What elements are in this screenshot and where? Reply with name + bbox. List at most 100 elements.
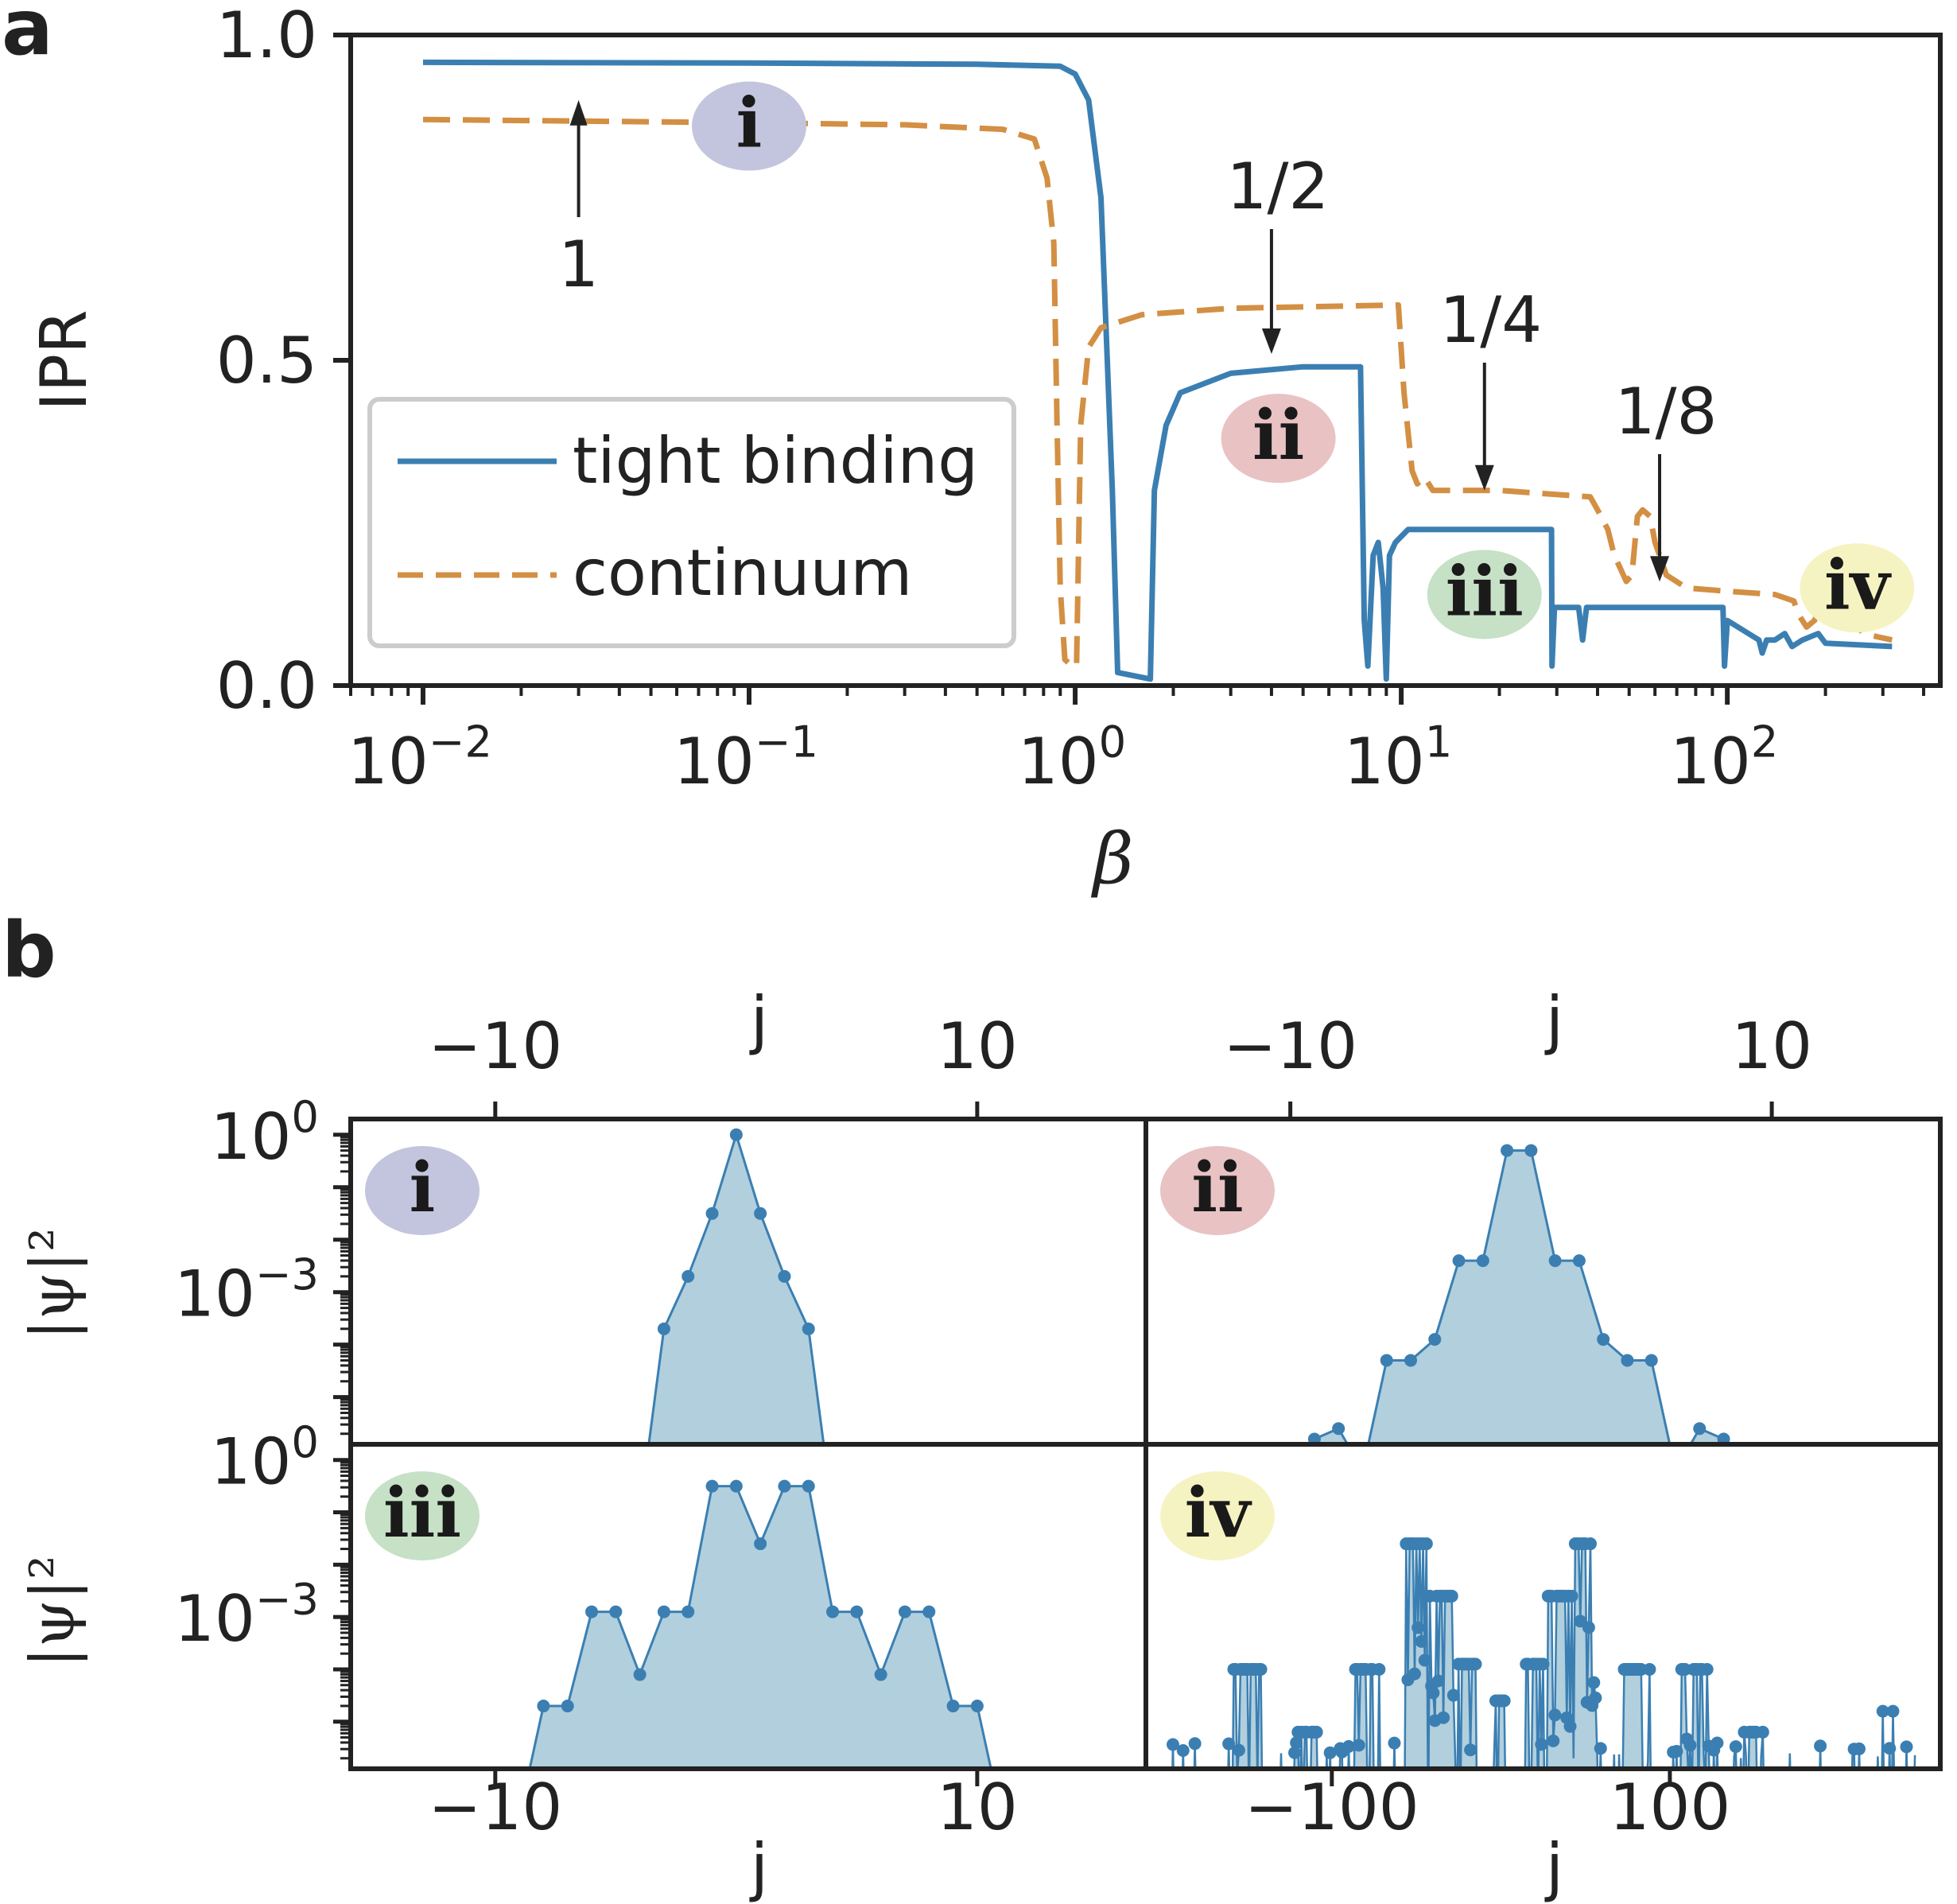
badge-bg — [365, 1146, 480, 1235]
annotation-arrow: 1/4 — [1439, 283, 1542, 491]
data-point — [1584, 1537, 1598, 1551]
data-point — [1307, 1432, 1321, 1444]
data-point — [1388, 1736, 1401, 1750]
x-tick-label-0: 10−2 — [348, 717, 492, 799]
data-point — [657, 1322, 670, 1335]
x-top-tick-label: −10 — [1223, 1009, 1357, 1083]
chart-b-ii-top-xlabel: j — [1544, 983, 1563, 1057]
x-tick-label-1: 10−1 — [674, 717, 818, 799]
legend-label-tight-binding: tight binding — [573, 424, 978, 498]
badge-bg — [1800, 543, 1915, 633]
data-point — [826, 1605, 840, 1618]
data-point — [537, 1700, 550, 1713]
data-point — [970, 1700, 984, 1713]
arrow-head — [1474, 464, 1494, 491]
data-point — [1476, 1254, 1489, 1268]
chart-b-i-top-xlabel: j — [749, 983, 768, 1057]
x-tick-label-0-base: 10 — [348, 725, 429, 799]
x-tick-label-3: 101 — [1344, 717, 1452, 799]
x-tick-label-2-exp: 0 — [1099, 717, 1127, 767]
data-point — [1408, 1667, 1421, 1681]
badge-bg — [692, 81, 807, 171]
arrow-head — [569, 99, 588, 126]
data-point — [1852, 1742, 1866, 1755]
data-point — [1352, 1739, 1365, 1752]
data-point — [1431, 1674, 1445, 1688]
data-point — [1756, 1725, 1769, 1739]
legend-label-continuum: continuum — [573, 536, 912, 610]
data-point — [729, 1479, 743, 1493]
data-point — [1232, 1743, 1245, 1757]
data-point — [585, 1605, 599, 1618]
data-point — [1883, 1742, 1897, 1755]
y-tick-label-exp: 0 — [291, 1092, 319, 1142]
data-point — [1597, 1333, 1610, 1346]
data-point — [874, 1668, 887, 1681]
data-point — [1710, 1736, 1724, 1750]
data-point — [1814, 1739, 1827, 1753]
data-point — [802, 1322, 815, 1335]
badge-text: iii — [1446, 551, 1524, 631]
data-point — [1900, 1740, 1913, 1754]
y-tick-label-1: 0.5 — [216, 324, 317, 398]
data-point — [1536, 1657, 1550, 1671]
x-tick-label-4: 102 — [1670, 717, 1778, 799]
x-tick-label: 100 — [1609, 1770, 1731, 1844]
data-point — [729, 1128, 743, 1141]
data-point — [754, 1207, 767, 1220]
y-tick-label: 100 — [211, 1092, 319, 1174]
chart-b-iii-xlabel: j — [749, 1830, 768, 1904]
chart-b-iv-xlabel: j — [1544, 1830, 1563, 1904]
badge-ii: ii — [1160, 1146, 1275, 1235]
data-point — [609, 1605, 623, 1618]
data-point — [1342, 1739, 1356, 1753]
arrow-head — [1261, 328, 1281, 354]
badge-iii: iii — [1427, 550, 1542, 639]
data-point — [1524, 1144, 1538, 1157]
data-point — [1188, 1737, 1202, 1751]
chart-b-i-ylabel: |ψ|² — [17, 1227, 87, 1339]
data-point — [705, 1207, 719, 1220]
data-point — [1167, 1738, 1180, 1751]
data-point — [1572, 1254, 1586, 1268]
x-top-tick-label: −10 — [428, 1009, 562, 1083]
data-point — [1547, 1734, 1560, 1747]
subplot-data — [1307, 1144, 1730, 1444]
data-point — [1693, 1422, 1707, 1436]
data-point — [1288, 1746, 1302, 1759]
data-point — [1323, 1746, 1337, 1759]
badge-text: i — [736, 84, 763, 164]
chart-a-legend: tight binding continuum — [367, 397, 1016, 648]
data-point — [1176, 1743, 1190, 1757]
data-point — [681, 1605, 695, 1618]
chart-b-iii-ylabel: |ψ|² — [17, 1555, 87, 1667]
data-point — [1445, 1589, 1458, 1603]
data-point — [1446, 1688, 1460, 1702]
data-point — [1886, 1704, 1900, 1718]
data-point — [1670, 1744, 1683, 1758]
y-tick-label: 10−3 — [174, 1575, 319, 1657]
subplot-b-iv: −100 100 iv — [1144, 1442, 1943, 1844]
data-point — [1729, 1740, 1742, 1754]
data-point — [1548, 1708, 1562, 1722]
ylabel-text-bottom: |ψ|² — [17, 1555, 87, 1667]
badge-bg — [1160, 1146, 1275, 1235]
data-point — [1497, 1694, 1511, 1708]
data-point — [1419, 1537, 1433, 1551]
subplot-frame — [1144, 1442, 1943, 1771]
x-tick-label-2: 100 — [1018, 717, 1126, 799]
annotation-arrow: 1/2 — [1227, 150, 1329, 354]
data-point — [1310, 1725, 1323, 1739]
x-tick-label-3-exp: 1 — [1425, 717, 1453, 767]
data-point — [1700, 1662, 1714, 1676]
data-point — [1565, 1589, 1578, 1603]
data-point — [633, 1668, 647, 1681]
data-point — [1254, 1662, 1268, 1676]
data-point — [561, 1700, 574, 1713]
data-point — [1380, 1354, 1393, 1367]
wavefunction-fill — [530, 1486, 992, 1769]
